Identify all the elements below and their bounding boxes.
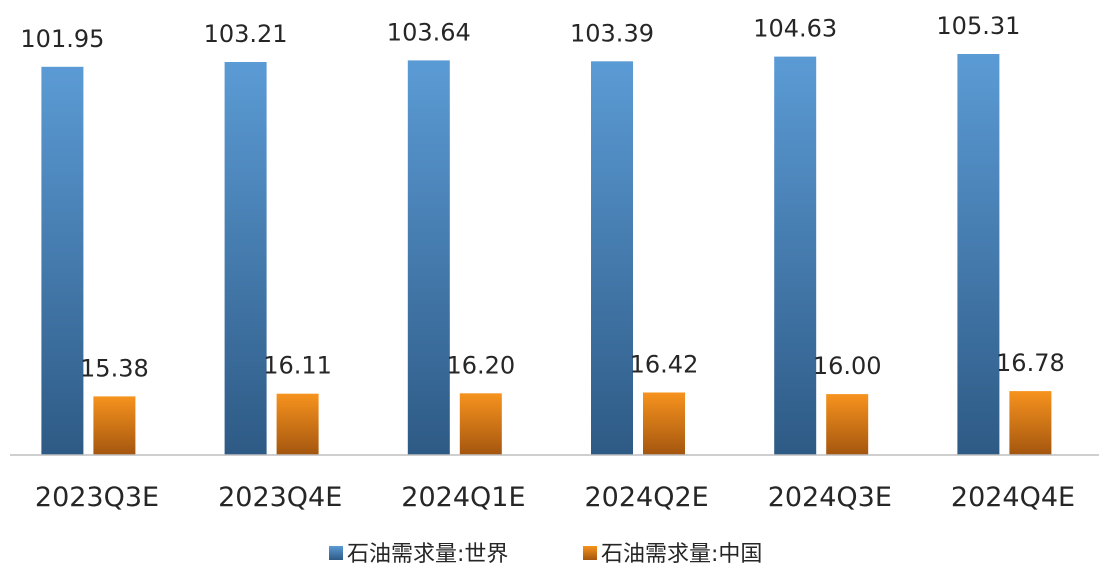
data-label-china-2024Q2E: 16.42 — [630, 351, 699, 379]
bar-china-2024Q4E — [1009, 391, 1052, 455]
bar-china-2024Q2E — [643, 392, 685, 455]
x-tick-label-2023Q3E: 2023Q3E — [35, 482, 159, 513]
data-label-china-2024Q1E: 16.20 — [446, 351, 515, 379]
bar-world-2024Q4E — [957, 54, 1000, 455]
data-label-china-2024Q4E: 16.78 — [996, 349, 1065, 377]
legend-swatch-china — [583, 546, 597, 560]
bar-china-2023Q3E — [93, 396, 136, 455]
data-label-world-2024Q3E: 104.63 — [753, 15, 837, 43]
bar-world-2024Q3E — [774, 56, 817, 455]
labels-layer: 101.95 15.38 2023Q3E 103.21 16.11 2023Q4E 103.… — [20, 12, 1075, 513]
data-label-china-2023Q4E: 16.11 — [263, 352, 332, 380]
legend-swatch-world — [329, 546, 343, 560]
bar-china-2024Q3E — [826, 394, 869, 455]
data-label-china-2023Q3E: 15.38 — [80, 354, 149, 382]
data-label-china-2024Q3E: 16.00 — [813, 352, 882, 380]
bar-world-2023Q4E — [224, 62, 267, 455]
bar-world-2024Q2E — [591, 61, 633, 456]
data-label-world-2024Q2E: 103.39 — [570, 19, 654, 47]
x-tick-label-2024Q3E: 2024Q3E — [768, 482, 892, 513]
bars-layer — [41, 54, 1052, 456]
data-label-world-2023Q3E: 101.95 — [20, 25, 104, 53]
x-tick-label-2023Q4E: 2023Q4E — [218, 482, 342, 513]
data-label-world-2024Q1E: 103.64 — [387, 18, 471, 46]
legend-label-world: 石油需求量:世界 — [347, 542, 508, 567]
x-tick-label-2024Q4E: 2024Q4E — [951, 482, 1075, 513]
bar-china-2023Q4E — [276, 393, 319, 455]
x-tick-label-2024Q2E: 2024Q2E — [584, 482, 708, 513]
bar-world-2024Q1E — [407, 60, 450, 456]
legend: 石油需求量:世界 石油需求量:中国 — [329, 542, 762, 567]
bar-china-2024Q1E — [459, 393, 502, 455]
data-label-world-2024Q4E: 105.31 — [936, 12, 1020, 40]
bar-world-2023Q3E — [41, 66, 84, 456]
legend-label-china: 石油需求量:中国 — [601, 542, 762, 567]
data-label-world-2023Q4E: 103.21 — [204, 20, 288, 48]
x-tick-label-2024Q1E: 2024Q1E — [401, 482, 525, 513]
